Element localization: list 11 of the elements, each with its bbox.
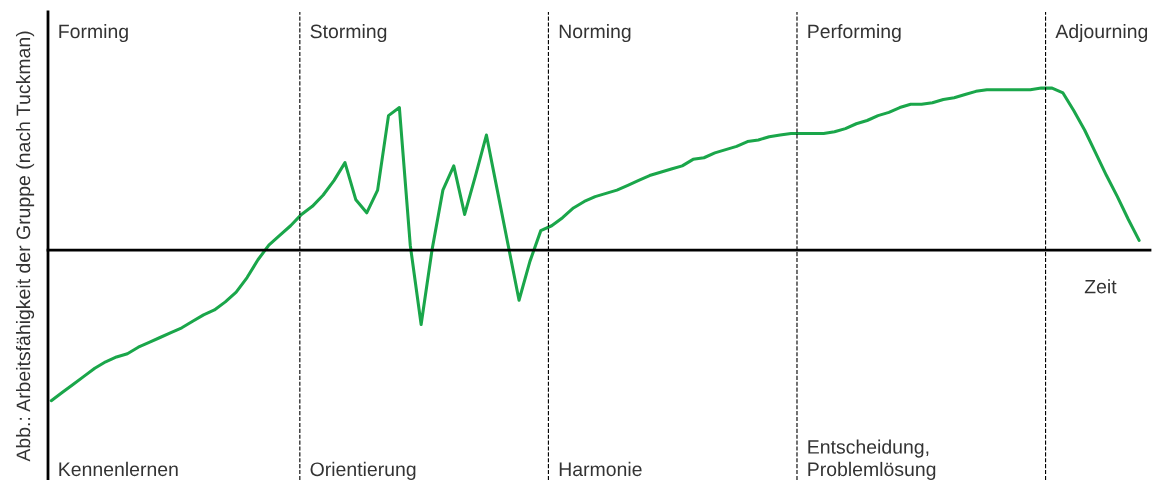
text: Adjourning bbox=[1055, 24, 1148, 43]
text: Forming bbox=[59, 24, 128, 43]
text: Entscheidung, Problemlösung bbox=[808, 439, 936, 480]
x-axis-title: Zeit bbox=[1084, 279, 1117, 294]
text: Orientierung bbox=[310, 461, 416, 480]
y-axis-title: Abb.: Arbeitsfähigkeit der Gruppe (nach Tuckman) bbox=[15, 31, 35, 462]
text: Performing bbox=[808, 24, 901, 43]
text: Harmonie bbox=[559, 461, 642, 477]
text: Kennenlernen bbox=[59, 461, 178, 477]
text: Storming bbox=[310, 24, 387, 43]
text: Norming bbox=[559, 24, 631, 43]
